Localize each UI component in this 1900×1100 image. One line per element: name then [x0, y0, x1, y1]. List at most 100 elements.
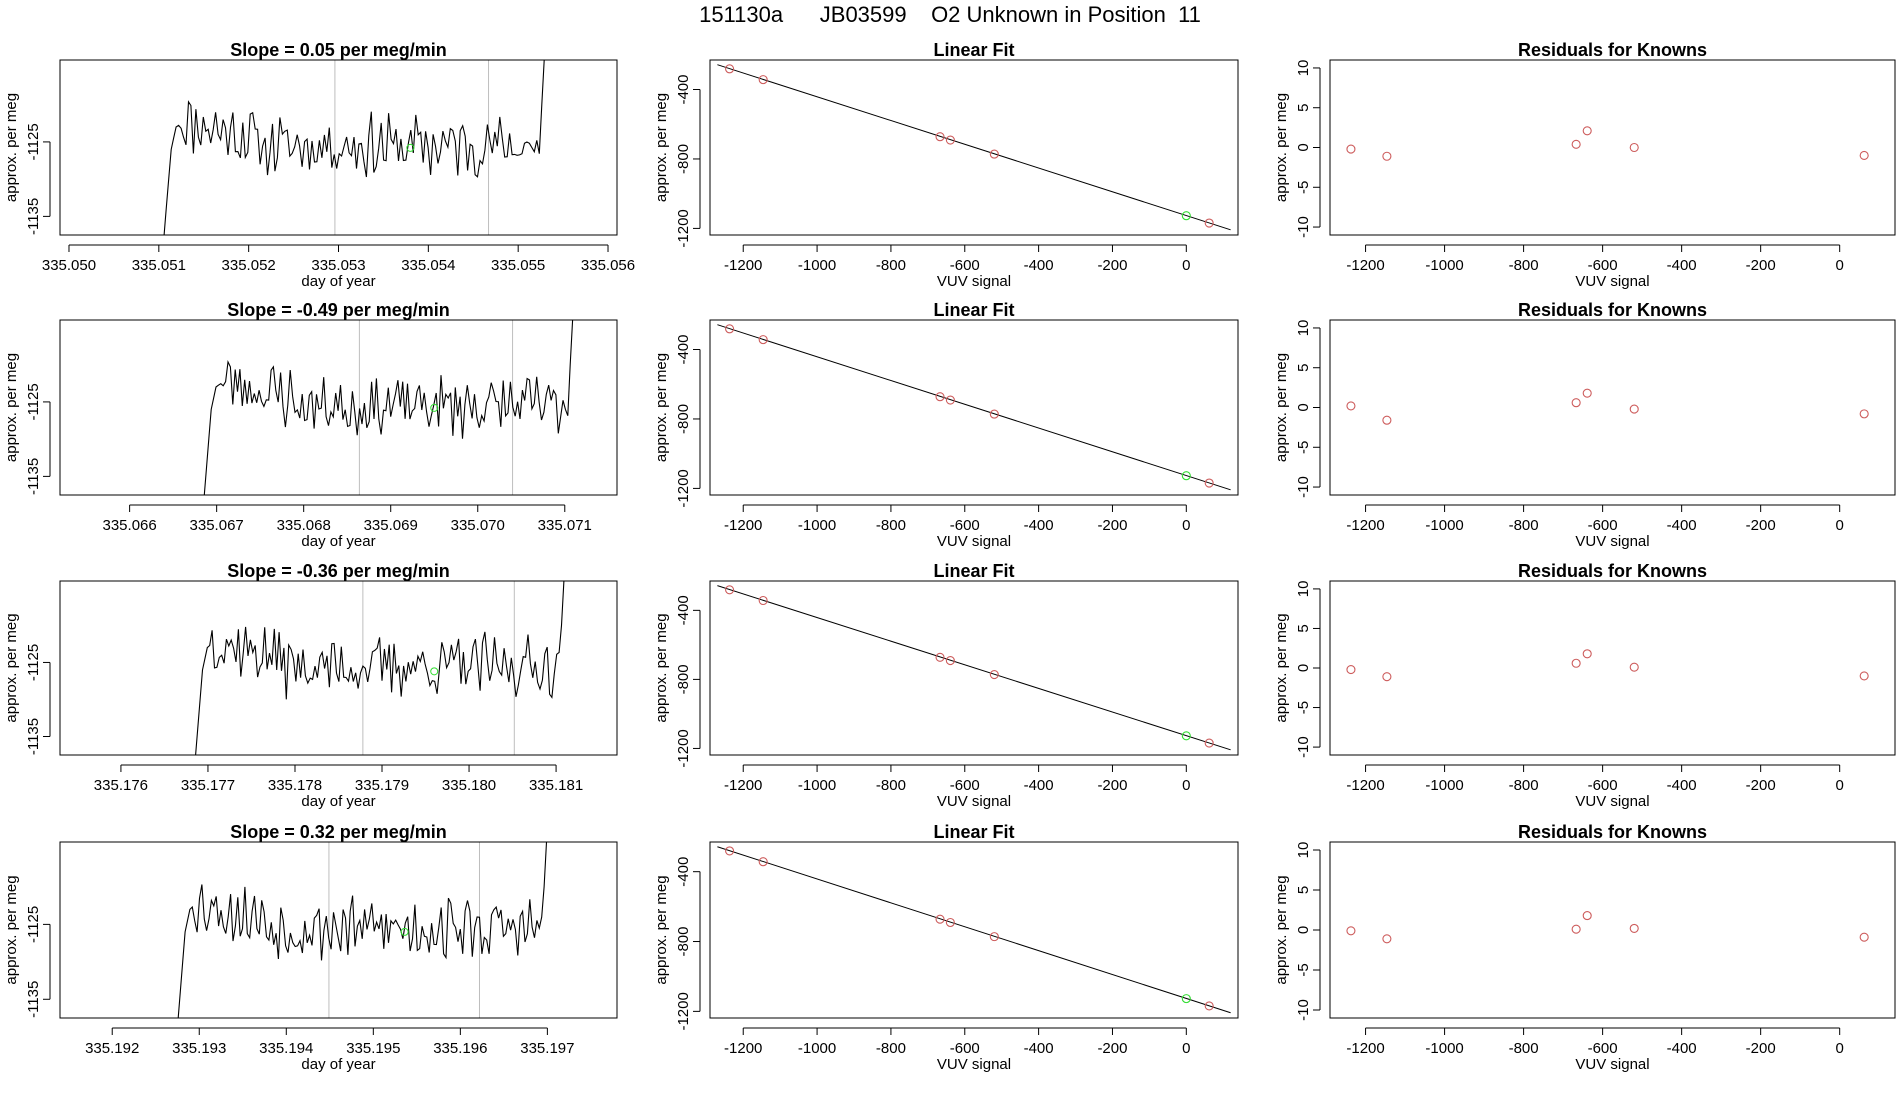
panel-2-1: Slope = -0.49 per meg/min 335.066 335.067 3… [3, 300, 618, 550]
x-tick-label: -1000 [1425, 517, 1463, 534]
y-tick-label: 10 [1295, 60, 1312, 77]
y-axis-label: approx. per meg [653, 353, 670, 462]
y-tick-label: 10 [1295, 842, 1312, 859]
x-tick-label: 0 [1182, 1040, 1190, 1057]
x-tick-label: 335.066 [103, 517, 157, 534]
x-tick-label: -1200 [1346, 777, 1384, 794]
y-tick-label: 5 [1295, 364, 1312, 372]
known-point [758, 335, 768, 345]
y-tick-label: -400 [675, 595, 692, 625]
known-point [1204, 478, 1214, 488]
known-point [1204, 738, 1214, 748]
y-axis-label: approx. per meg [653, 613, 670, 722]
plot-frame [1329, 841, 1896, 1019]
y-tick-label: -1200 [675, 992, 692, 1030]
known-point [1571, 139, 1581, 149]
known-point [1571, 924, 1581, 934]
x-tick-label: -200 [1097, 1040, 1127, 1057]
y-tick-label: 0 [1295, 664, 1312, 672]
y-axis-label: approx. per meg [3, 613, 20, 722]
known-point [945, 135, 955, 145]
unknown-point [1181, 211, 1191, 221]
y-tick-label: -1135 [25, 981, 42, 1018]
known-point [1629, 404, 1639, 414]
panel-title: Slope = -0.49 per meg/min [227, 300, 450, 320]
x-tick-label: -800 [1509, 1040, 1539, 1057]
x-tick-label: 335.068 [277, 517, 331, 534]
plot-area [717, 585, 1231, 751]
panel-title: Slope = -0.36 per meg/min [227, 561, 450, 581]
x-tick-label: -1000 [1425, 777, 1463, 794]
plot-frame [709, 841, 1239, 1019]
x-tick-label: 335.195 [346, 1040, 400, 1057]
known-point [1346, 144, 1356, 154]
x-tick-label: 0 [1836, 257, 1844, 274]
panel-1-2: Linear Fit -1200 -1000 -800 -600 -400 -200 0 VUV… [653, 40, 1239, 290]
known-point [1859, 932, 1869, 942]
x-axis-label: VUV signal [1575, 793, 1649, 810]
panel-title: Linear Fit [933, 40, 1014, 60]
panel-title: Residuals for Knowns [1518, 40, 1707, 60]
x-axis-label: VUV signal [937, 793, 1011, 810]
known-point [989, 409, 999, 419]
x-axis-label: day of year [301, 273, 375, 290]
plot-frame [1329, 319, 1896, 496]
y-tick-label: 0 [1295, 403, 1312, 411]
known-point [1204, 1001, 1214, 1011]
known-point [1859, 671, 1869, 681]
x-tick-label: 335.055 [491, 257, 545, 274]
unknown-point [430, 667, 439, 676]
y-tick-label: -1125 [25, 383, 42, 420]
y-tick-label: -1200 [675, 469, 692, 507]
y-tick-label: 5 [1295, 104, 1312, 112]
known-point [935, 392, 945, 402]
y-tick-label: -800 [675, 927, 692, 957]
x-tick-label: 335.193 [172, 1040, 226, 1057]
x-tick-label: 335.176 [94, 777, 148, 794]
y-axis-label: approx. per meg [3, 93, 20, 202]
x-tick-label: 0 [1836, 777, 1844, 794]
x-tick-label: -800 [876, 777, 906, 794]
plot-frame [59, 319, 618, 496]
panel-title: Slope = 0.32 per meg/min [230, 822, 447, 842]
y-axis-label: approx. per meg [3, 353, 20, 462]
y-tick-label: -1200 [675, 209, 692, 247]
x-tick-label: -600 [1588, 777, 1618, 794]
y-tick-label: 10 [1295, 581, 1312, 598]
y-tick-label: -5 [1295, 441, 1312, 454]
known-point [989, 670, 999, 680]
known-point [725, 64, 735, 74]
known-point [1859, 150, 1869, 161]
panel-4-1: Slope = 0.32 per meg/min 335.192 335.193 33… [3, 822, 618, 1073]
known-point [1629, 662, 1639, 672]
x-tick-label: -200 [1746, 777, 1776, 794]
x-tick-label: 335.067 [190, 517, 244, 534]
x-axis-label: VUV signal [1575, 1056, 1649, 1073]
known-point [1582, 911, 1592, 921]
known-point [1204, 218, 1214, 228]
x-tick-label: 335.197 [520, 1040, 574, 1057]
plot-frame [1329, 580, 1896, 756]
x-axis-label: VUV signal [937, 1056, 1011, 1073]
y-tick-label: -800 [675, 664, 692, 694]
unknown-point [1181, 471, 1191, 481]
x-tick-label: -400 [1667, 777, 1697, 794]
plot-area [717, 64, 1231, 231]
x-tick-label: -400 [1024, 517, 1054, 534]
x-axis-label: VUV signal [937, 273, 1011, 290]
x-tick-label: -200 [1097, 257, 1127, 274]
y-tick-label: -1135 [25, 718, 42, 755]
x-tick-label: 0 [1836, 517, 1844, 534]
plot-area [1346, 126, 1869, 161]
panel-4-2: Linear Fit -1200 -1000 -800 -600 -400 -200 0 VUV… [653, 822, 1239, 1073]
y-tick-label: -1125 [25, 123, 42, 160]
x-tick-label: 335.181 [529, 777, 583, 794]
x-tick-label: -1200 [724, 517, 762, 534]
x-tick-label: -1200 [724, 257, 762, 274]
fit-line [717, 324, 1231, 491]
y-tick-label: -1125 [25, 644, 42, 681]
panel-2-3: Residuals for Knowns-1200 -1000 -800 -600 -4… [1273, 300, 1896, 550]
y-tick-label: -1135 [25, 458, 42, 495]
known-point [945, 656, 955, 666]
x-tick-label: 335.069 [364, 517, 418, 534]
